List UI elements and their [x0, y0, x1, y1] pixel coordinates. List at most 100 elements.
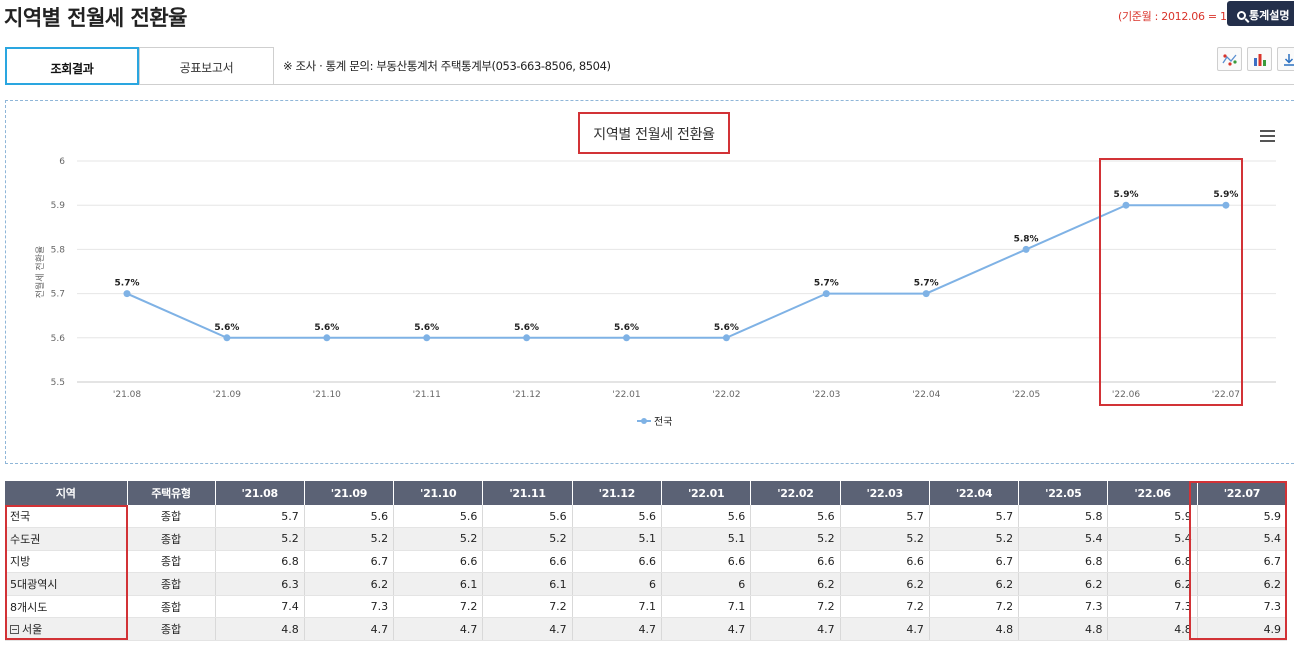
region-label: 지방	[10, 555, 31, 569]
column-header: '21.09	[304, 481, 395, 505]
data-label: 5.6%	[514, 323, 539, 333]
search-icon	[1237, 11, 1246, 20]
table-row[interactable]: 전국 종합 5.7 5.6 5.6 5.6 5.6 5.6 5.6 5.7 5.7 5.8 5.9 5.9	[5, 505, 1288, 529]
table-row[interactable]: 8개시도 종합 7.4 7.3 7.2 7.2 7.1 7.1 7.2 7.2 7.2 7.3 7.3 7…	[5, 595, 1288, 619]
region-label: 8개시도	[10, 600, 48, 614]
scatter-chart-icon	[1222, 54, 1237, 66]
housing-type-cell: 종합	[127, 550, 216, 574]
housing-type-cell: 종합	[127, 505, 216, 529]
value-cell: 5.1	[661, 527, 752, 551]
value-cell: 5.1	[572, 527, 662, 551]
data-label: 5.8%	[1014, 234, 1039, 244]
data-label: 5.7%	[814, 279, 839, 289]
value-cell: 4.7	[840, 617, 930, 642]
column-header: '22.03	[840, 481, 930, 505]
value-cell: 6.2	[304, 572, 395, 596]
value-cell: 6.6	[750, 550, 841, 574]
value-cell: 6.6	[572, 550, 662, 574]
data-point	[523, 334, 531, 342]
value-cell: 7.3	[304, 595, 395, 619]
y-tick-label: 6	[59, 157, 65, 167]
value-cell: 5.2	[929, 527, 1020, 551]
data-point	[1122, 201, 1130, 209]
y-tick-label: 5.5	[51, 378, 65, 388]
data-point	[822, 290, 830, 298]
value-cell: 7.1	[661, 595, 752, 619]
column-header: 주택유형	[127, 481, 216, 505]
value-cell: 4.9	[1197, 617, 1288, 642]
housing-type-cell: 종합	[127, 617, 216, 642]
data-point	[623, 334, 630, 342]
value-cell: 4.7	[393, 617, 484, 642]
value-cell: 6.2	[840, 572, 930, 596]
chart-container	[5, 100, 1294, 464]
value-cell: 5.4	[1197, 527, 1288, 551]
data-point	[223, 334, 231, 342]
hamburger-menu-icon[interactable]	[1260, 130, 1275, 142]
housing-type-cell: 종합	[127, 595, 216, 619]
region-column-highlight	[5, 505, 128, 640]
x-tick-label: '22.06	[1112, 390, 1141, 400]
stat-description-button[interactable]: 통계설명	[1227, 1, 1294, 26]
value-cell: 7.3	[1197, 595, 1288, 619]
value-cell: 5.6	[572, 505, 662, 529]
tab-result[interactable]: 조회결과	[5, 47, 139, 85]
value-cell: 6.6	[393, 550, 484, 574]
line-chart: 6 5.9 5.8 5.7 5.6 5.5 전월세 전환율 '21.08 '21.09 '21.1…	[34, 157, 1276, 428]
value-cell: 7.1	[572, 595, 662, 619]
x-tick-label: '22.03	[812, 390, 840, 400]
data-label: 5.7%	[115, 279, 140, 289]
value-cell: 5.8	[1018, 505, 1109, 529]
region-cell: 지방	[5, 550, 128, 574]
column-header: '22.02	[750, 481, 841, 505]
bar-chart-icon	[1254, 54, 1266, 66]
value-cell: 5.6	[304, 505, 395, 529]
value-cell: 4.7	[750, 617, 841, 642]
latest-month-highlight	[1189, 481, 1287, 640]
value-cell: 5.7	[929, 505, 1020, 529]
data-point	[1222, 201, 1230, 209]
region-label: 서울	[22, 623, 43, 637]
value-cell: 5.4	[1107, 527, 1198, 551]
inquiry-info: ※ 조사 · 통계 문의: 부동산통계처 주택통계부(053-663-8506,…	[283, 59, 611, 73]
x-tick-label: '22.05	[1012, 390, 1040, 400]
data-point	[423, 334, 431, 342]
value-cell: 7.3	[1018, 595, 1109, 619]
stat-description-label: 통계설명	[1249, 9, 1290, 22]
recent-months-highlight	[1099, 158, 1243, 406]
value-cell: 5.7	[840, 505, 930, 529]
page-title: 지역별 전월세 전환율	[4, 6, 188, 30]
column-header: '21.10	[393, 481, 484, 505]
x-tick-label: '21.12	[512, 390, 540, 400]
value-cell: 4.8	[1107, 617, 1198, 642]
data-label: 5.6%	[314, 323, 339, 333]
table-row[interactable]: 수도권 종합 5.2 5.2 5.2 5.2 5.1 5.1 5.2 5.2 5.2 5.4 5.4 5.…	[5, 527, 1288, 551]
column-header: '22.05	[1018, 481, 1109, 505]
table-row[interactable]: 5대광역시 종합 6.3 6.2 6.1 6.1 6 6 6.2 6.2 6.2 6.2 6.2 6.2	[5, 572, 1288, 596]
download-button[interactable]	[1277, 47, 1294, 71]
region-label: 전국	[10, 510, 31, 524]
data-point	[123, 290, 131, 298]
housing-type-cell: 종합	[127, 527, 216, 551]
value-cell: 7.2	[929, 595, 1020, 619]
data-label: 5.9%	[1114, 190, 1139, 200]
value-cell: 5.2	[304, 527, 395, 551]
value-cell: 6.2	[750, 572, 841, 596]
table-row[interactable]: 서울 종합 4.8 4.7 4.7 4.7 4.7 4.7 4.7 4.7 4.8 4.8 4.8 4.9	[5, 617, 1288, 642]
scatter-chart-button[interactable]	[1217, 47, 1242, 71]
region-label: 5대광역시	[10, 578, 58, 592]
x-tick-label: '21.11	[413, 390, 441, 400]
value-cell: 6.1	[482, 572, 573, 596]
value-cell: 7.2	[750, 595, 841, 619]
value-cell: 5.4	[1018, 527, 1109, 551]
column-header: '22.07	[1197, 481, 1288, 505]
value-cell: 6.6	[661, 550, 752, 574]
table-row[interactable]: 지방 종합 6.8 6.7 6.6 6.6 6.6 6.6 6.6 6.6 6.7 6.8 6.8 6.7	[5, 550, 1288, 574]
data-table: 지역 주택유형 '21.08'21.09'21.10'21.11'21.12'22.…	[5, 481, 1294, 642]
region-cell[interactable]: 서울	[5, 617, 128, 642]
value-cell: 5.6	[393, 505, 484, 529]
collapse-icon[interactable]	[10, 625, 19, 635]
tab-report[interactable]: 공표보고서	[139, 47, 274, 84]
value-cell: 6.2	[1107, 572, 1198, 596]
bar-chart-button[interactable]	[1247, 47, 1272, 71]
